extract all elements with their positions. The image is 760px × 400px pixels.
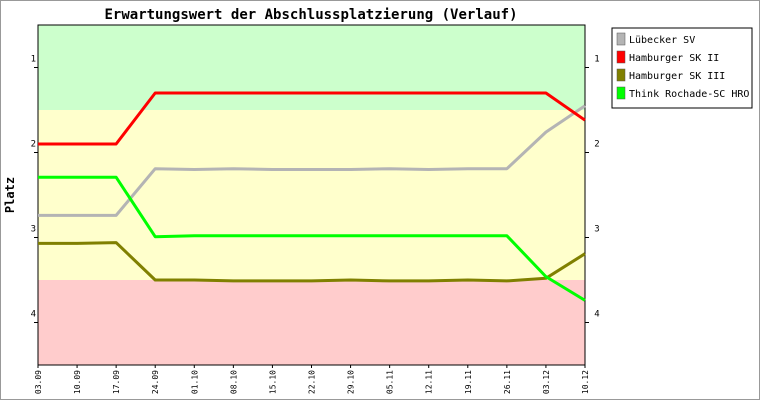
x-axis: 03.09 10.09 17.09 24.09 01.10 08.10 15.10 22.10… <box>34 365 590 394</box>
x-tick-label: 22.10 <box>308 370 317 394</box>
x-tick-label: 10.09 <box>73 370 82 394</box>
x-tick-label: 15.10 <box>268 370 277 394</box>
y-tick-label-left: 3 <box>31 225 36 235</box>
legend-swatch-1 <box>616 50 626 64</box>
series-line-1 <box>38 91 586 146</box>
legend-box <box>611 27 753 109</box>
y-tick-label-left: 2 <box>31 140 36 150</box>
y-tick-label-right: 2 <box>594 140 599 150</box>
x-tick-label: 01.10 <box>190 370 199 394</box>
y-tick-label-right: 1 <box>594 55 599 65</box>
series-line-0 <box>38 104 586 217</box>
x-tick-label: 10.12 <box>581 370 590 394</box>
x-tick-label: 19.11 <box>464 370 473 394</box>
legend-label-2: Hamburger SK III <box>629 71 725 82</box>
x-tick-label: 03.12 <box>542 370 551 394</box>
legend-swatch-0 <box>616 32 626 46</box>
legend-label-1: Hamburger SK II <box>629 53 719 64</box>
y-axis-label: Platz <box>3 177 17 213</box>
y-tick-label-left: 1 <box>31 55 36 65</box>
legend-swatch-3 <box>616 86 626 100</box>
legend-label-3: Think Rochade-SC HRO <box>629 89 749 100</box>
y-tick-label-right: 3 <box>594 225 599 235</box>
x-tick-label: 05.11 <box>386 370 395 394</box>
legend-label-0: Lübecker SV <box>629 35 695 46</box>
y-tick-label-right: 4 <box>594 310 599 320</box>
chart-title: Erwartungswert der Abschlussplatzierung … <box>104 7 517 23</box>
x-tick-label: 03.09 <box>34 370 43 394</box>
band-2 <box>38 280 585 365</box>
y-tick-label-left: 4 <box>31 310 36 320</box>
x-tick-label: 29.10 <box>347 370 356 394</box>
y-axis-right: 1 2 3 4 <box>585 55 600 323</box>
legend: Lübecker SV Hamburger SK II Hamburger SK I… <box>611 27 753 109</box>
x-tick-label: 17.09 <box>112 370 121 394</box>
x-tick-label: 12.11 <box>425 370 434 394</box>
legend-swatch-2 <box>616 68 626 82</box>
x-tick-label: 24.09 <box>151 370 160 394</box>
series-lines <box>38 91 586 302</box>
x-tick-label: 08.10 <box>229 370 238 394</box>
y-axis-left: 1 2 3 4 <box>31 55 38 323</box>
series-line-3 <box>38 175 586 302</box>
band-1 <box>38 110 585 280</box>
series-line-2 <box>38 241 586 283</box>
background-bands <box>38 25 585 365</box>
x-tick-label: 26.11 <box>503 370 512 394</box>
band-0 <box>38 25 585 110</box>
